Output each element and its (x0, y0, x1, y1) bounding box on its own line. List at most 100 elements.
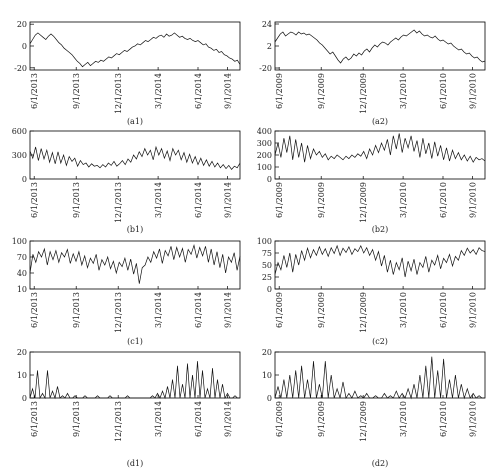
x-tick-label: 12/1/2009 (359, 182, 368, 223)
y-tick-label: 400 (257, 127, 272, 136)
panel-label: (b2) (372, 225, 388, 234)
x-tick-label: 9/1/2009 (317, 401, 326, 437)
x-tick-label: 9/1/2014 (223, 401, 232, 437)
y-tick-label: 70 (17, 253, 27, 262)
x-tick-label: 12/1/2009 (359, 401, 368, 442)
x-tick-label: 9/1/2013 (72, 73, 81, 109)
x-tick-label: 6/1/2013 (30, 182, 39, 218)
series-line (29, 243, 241, 284)
y-tick-label: -20 (259, 64, 272, 73)
y-tick-label: 0 (22, 394, 27, 403)
y-tick-label: 25 (262, 273, 272, 282)
x-tick-label: 6/1/2013 (30, 292, 39, 328)
y-tick-label: 300 (257, 139, 272, 148)
series-line (29, 145, 241, 170)
x-tick-label: 6/1/2009 (275, 73, 284, 109)
y-tick-label: 40 (17, 269, 27, 278)
x-tick-label: 6/1/2010 (439, 401, 448, 437)
y-tick-label: 0 (267, 394, 272, 403)
x-tick-label: 12/1/2009 (359, 292, 368, 333)
x-tick-label: 12/1/2013 (114, 401, 123, 442)
panel-label: (c2) (372, 337, 388, 346)
y-tick-label: 20 (17, 20, 27, 29)
chart-panel: -20 0 20 6/1/2013 9/1/2013 12/1/2013 3/1/2014 6… (14, 20, 241, 126)
x-tick-label: 6/1/2009 (275, 182, 284, 218)
series-line (29, 361, 240, 400)
x-tick-label: 6/1/2009 (275, 401, 284, 437)
x-tick-label: 3/1/2014 (154, 292, 163, 328)
plot-frame (29, 240, 241, 290)
x-tick-label: 9/1/2013 (72, 401, 81, 437)
series-line (29, 32, 241, 68)
y-tick-label: 100 (257, 237, 272, 246)
y-tick-label: 200 (257, 151, 272, 160)
y-tick-label: 0 (267, 285, 272, 294)
y-tick-label: 600 (12, 127, 27, 136)
y-tick-label: 75 (262, 249, 272, 258)
x-tick-label: 9/1/2010 (468, 292, 477, 328)
x-tick-label: 3/1/2014 (154, 182, 163, 218)
y-tick-label: 0 (22, 175, 27, 184)
x-tick-label: 9/1/2010 (468, 73, 477, 109)
x-tick-label: 3/1/2010 (399, 182, 408, 218)
series-line (274, 244, 486, 278)
y-tick-label: 0 (22, 42, 27, 51)
panel-label: (a2) (372, 117, 388, 126)
x-tick-label: 9/1/2013 (72, 182, 81, 218)
chart-panel: 0 300 600 6/1/2013 9/1/2013 12/1/2013 3/1/2014… (12, 127, 241, 234)
x-tick-label: 9/1/2010 (468, 182, 477, 218)
x-tick-label: 6/1/2014 (194, 73, 203, 109)
x-tick-label: 6/1/2014 (194, 401, 203, 437)
x-tick-label: 3/1/2010 (399, 292, 408, 328)
x-tick-label: 9/1/2009 (317, 182, 326, 218)
y-tick-label: 100 (12, 237, 27, 246)
x-tick-label: 6/1/2010 (439, 182, 448, 218)
chart-panel: -20 2 24 6/1/2009 9/1/2009 12/1/2009 3/1/2010 6… (259, 20, 486, 126)
y-tick-label: -20 (14, 64, 27, 73)
y-tick-label: 2 (267, 42, 272, 51)
x-tick-label: 12/1/2013 (114, 292, 123, 333)
x-tick-label: 12/1/2013 (114, 182, 123, 223)
x-tick-label: 9/1/2009 (317, 292, 326, 328)
x-tick-label: 3/1/2010 (399, 73, 408, 109)
chart-panel: 0 100 200 300 400 6/1/2009 9/1/2009 12/1/2009 3/… (257, 127, 486, 234)
plot-frame (29, 351, 241, 399)
x-tick-label: 3/1/2010 (399, 401, 408, 437)
y-tick-label: 10 (262, 371, 272, 380)
y-tick-label: 24 (262, 20, 272, 29)
panel-label: (a1) (127, 117, 143, 126)
x-tick-label: 9/1/2014 (223, 292, 232, 328)
panel-label: (b1) (127, 225, 143, 234)
x-tick-label: 12/1/2009 (359, 73, 368, 114)
series-line (274, 133, 486, 163)
y-tick-label: 10 (17, 371, 27, 380)
plot-frame (274, 240, 486, 290)
x-tick-label: 9/1/2014 (223, 182, 232, 218)
chart-panel: 0 10 20 6/1/2009 9/1/2009 12/1/2009 3/1/2010 6/… (262, 348, 486, 468)
chart-panel: 0 10 20 6/1/2013 9/1/2013 12/1/2013 3/1/2014 6/… (17, 348, 241, 468)
y-tick-label: 300 (12, 151, 27, 160)
panel-label: (c1) (127, 337, 143, 346)
x-tick-label: 6/1/2010 (439, 292, 448, 328)
x-tick-label: 3/1/2014 (154, 73, 163, 109)
y-tick-label: 50 (262, 261, 272, 270)
panel-label: (d2) (372, 459, 388, 468)
x-tick-label: 6/1/2009 (275, 292, 284, 328)
x-tick-label: 6/1/2010 (439, 73, 448, 109)
y-tick-label: 10 (17, 285, 27, 294)
x-tick-label: 6/1/2013 (30, 73, 39, 109)
series-line (274, 356, 485, 400)
x-tick-label: 6/1/2013 (30, 401, 39, 437)
x-tick-label: 6/1/2014 (194, 292, 203, 328)
x-tick-label: 6/1/2014 (194, 182, 203, 218)
x-tick-label: 12/1/2013 (114, 73, 123, 114)
x-tick-label: 9/1/2010 (468, 401, 477, 437)
panel-label: (d1) (127, 459, 143, 468)
chart-panel: 10 40 70 100 6/1/2013 9/1/2013 12/1/2013 3/1/20… (12, 237, 241, 346)
plot-frame (29, 130, 241, 180)
x-tick-label: 3/1/2014 (154, 401, 163, 437)
y-tick-label: 20 (17, 348, 27, 357)
x-tick-label: 9/1/2009 (317, 73, 326, 109)
y-tick-label: 100 (257, 163, 272, 172)
